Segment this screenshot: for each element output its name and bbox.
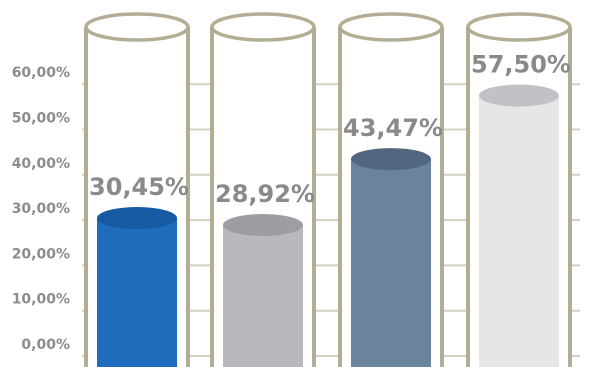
data-label: 30,45% — [89, 173, 189, 201]
bar — [223, 224, 303, 367]
tube-rim — [466, 12, 572, 42]
cylinder-bar-group: 57,50% — [466, 12, 572, 367]
cylinder-bar-group: 43,47% — [338, 12, 444, 367]
tube-rim — [210, 12, 316, 42]
bar-top — [223, 213, 303, 236]
cylinder-bar-group: 28,92% — [210, 12, 316, 367]
tube-rim — [338, 12, 444, 42]
y-tick-label: 20,00% — [12, 246, 70, 262]
tube-rim — [84, 12, 190, 42]
bar — [479, 95, 559, 367]
y-axis-ticks: 0,00% 10,00% 20,00% 30,00% 40,00% 50,00% 60,00… — [12, 65, 70, 353]
bar — [97, 218, 177, 367]
bar-top — [351, 148, 431, 171]
bar-top — [479, 84, 559, 107]
data-label: 43,47% — [343, 114, 443, 142]
data-label: 57,50% — [471, 51, 571, 79]
cylinder-bar-group: 30,45% — [84, 12, 190, 367]
data-label: 28,92% — [215, 180, 315, 208]
y-tick-label: 30,00% — [12, 201, 70, 217]
bar — [351, 159, 431, 367]
y-tick-label: 10,00% — [12, 292, 70, 308]
y-tick-label: 0,00% — [21, 337, 70, 353]
y-tick-label: 60,00% — [12, 65, 70, 81]
y-tick-label: 40,00% — [12, 156, 70, 172]
y-tick-label: 50,00% — [12, 111, 70, 127]
cylinder-bars: 30,45% 28,92% 43,47% 57,50% — [84, 12, 572, 367]
bar-top — [97, 207, 177, 230]
